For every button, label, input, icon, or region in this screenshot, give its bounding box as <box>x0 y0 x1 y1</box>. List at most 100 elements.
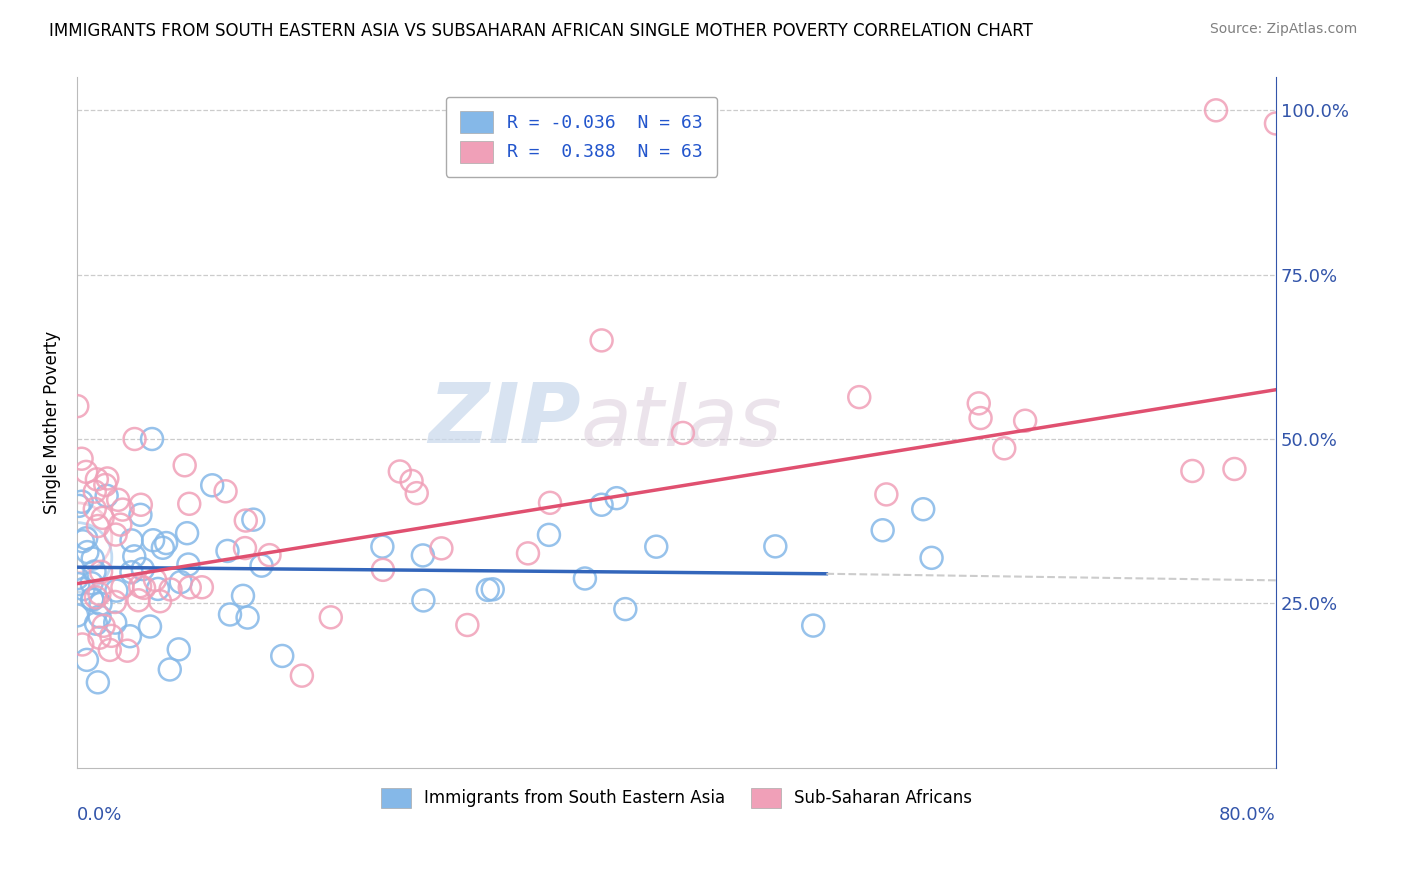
Point <box>94 478 117 492</box>
Point <box>72 534 94 549</box>
Point <box>219 607 242 622</box>
Point <box>214 484 236 499</box>
Point <box>235 514 257 528</box>
Point <box>127 593 149 607</box>
Point <box>645 540 668 554</box>
Point <box>517 546 540 560</box>
Point <box>129 579 152 593</box>
Point <box>969 411 991 425</box>
Point <box>66 571 89 585</box>
Point <box>176 526 198 541</box>
Point <box>173 458 195 473</box>
Point <box>100 629 122 643</box>
Point <box>66 399 89 413</box>
Point <box>124 549 146 564</box>
Point <box>537 528 560 542</box>
Point <box>117 643 139 657</box>
Point <box>76 653 98 667</box>
Point <box>1265 116 1288 130</box>
Point <box>67 577 90 591</box>
Point <box>84 616 107 631</box>
Point <box>1205 103 1227 118</box>
Point <box>672 425 695 440</box>
Text: 0.0%: 0.0% <box>77 805 122 823</box>
Point <box>124 432 146 446</box>
Point <box>233 541 256 555</box>
Point <box>872 523 894 537</box>
Point <box>66 550 89 565</box>
Point <box>66 531 89 545</box>
Point <box>159 663 181 677</box>
Point <box>763 540 786 554</box>
Legend: Immigrants from South Eastern Asia, Sub-Saharan Africans: Immigrants from South Eastern Asia, Sub-… <box>374 780 979 814</box>
Point <box>217 544 239 558</box>
Point <box>89 609 111 624</box>
Point <box>412 593 434 607</box>
Text: 80.0%: 80.0% <box>1219 805 1277 823</box>
Text: Source: ZipAtlas.com: Source: ZipAtlas.com <box>1209 22 1357 37</box>
Point <box>72 582 94 596</box>
Point <box>177 558 200 572</box>
Point <box>72 638 94 652</box>
Point <box>89 631 111 645</box>
Point <box>591 334 613 348</box>
Point <box>110 517 132 532</box>
Point <box>191 580 214 594</box>
Point <box>86 472 108 486</box>
Point <box>430 541 453 556</box>
Point <box>201 478 224 492</box>
Point <box>83 565 105 579</box>
Text: ZIP: ZIP <box>427 378 581 459</box>
Point <box>96 489 118 503</box>
Point <box>87 519 110 533</box>
Point <box>242 513 264 527</box>
Point <box>141 432 163 446</box>
Point <box>801 618 824 632</box>
Point <box>967 396 990 410</box>
Point <box>132 562 155 576</box>
Point <box>179 581 201 595</box>
Point <box>371 540 394 554</box>
Point <box>83 502 105 516</box>
Point <box>67 499 90 513</box>
Point <box>104 527 127 541</box>
Point <box>401 474 423 488</box>
Point <box>167 642 190 657</box>
Point <box>993 442 1015 456</box>
Point <box>1223 462 1246 476</box>
Point <box>129 498 152 512</box>
Point <box>80 576 103 591</box>
Point <box>70 494 93 508</box>
Point <box>388 465 411 479</box>
Point <box>120 565 142 579</box>
Point <box>82 592 104 607</box>
Point <box>538 496 561 510</box>
Point <box>848 390 870 404</box>
Point <box>614 602 637 616</box>
Point <box>70 451 93 466</box>
Point <box>83 484 105 499</box>
Point <box>142 533 165 548</box>
Point <box>170 575 193 590</box>
Point <box>91 511 114 525</box>
Point <box>405 486 427 500</box>
Point <box>319 610 342 624</box>
Point <box>105 583 128 598</box>
Point <box>111 502 134 516</box>
Point <box>412 549 434 563</box>
Point <box>155 536 177 550</box>
Text: atlas: atlas <box>581 382 782 463</box>
Point <box>132 581 155 595</box>
Point <box>87 675 110 690</box>
Point <box>236 610 259 624</box>
Point <box>477 582 499 597</box>
Y-axis label: Single Mother Poverty: Single Mother Poverty <box>44 331 60 514</box>
Point <box>921 550 943 565</box>
Point <box>66 608 89 623</box>
Point <box>121 533 143 548</box>
Point <box>259 548 281 562</box>
Point <box>606 491 628 505</box>
Point <box>912 502 935 516</box>
Point <box>118 629 141 643</box>
Point <box>75 531 97 545</box>
